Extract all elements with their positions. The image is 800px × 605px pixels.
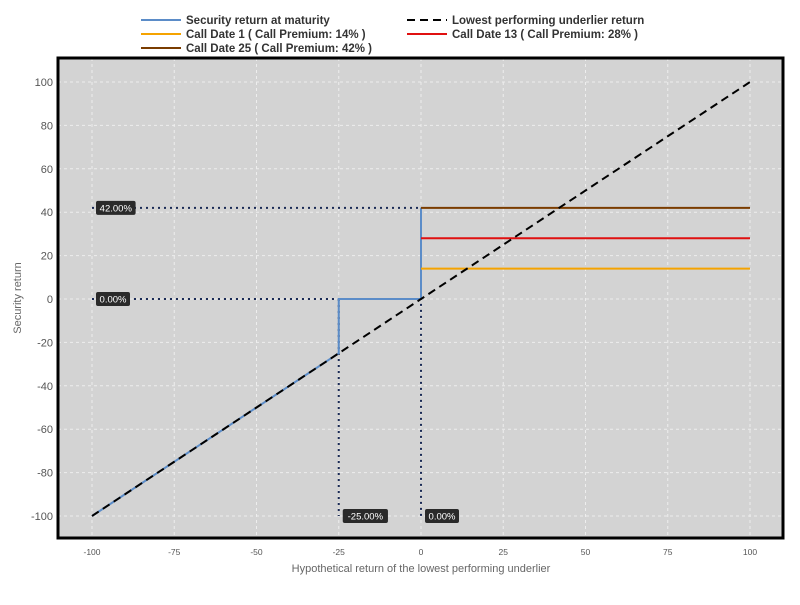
- annotation-bg: [425, 509, 459, 523]
- y-tick-label: 20: [41, 251, 53, 263]
- legend: Security return at maturity Lowest perfor…: [141, 15, 644, 55]
- legend-item: Call Date 13 ( Call Premium: 28% ): [407, 29, 638, 41]
- y-tick-label: -20: [37, 337, 53, 349]
- legend-item: Call Date 25 ( Call Premium: 42% ): [141, 43, 372, 55]
- x-tick-label: 50: [581, 547, 591, 557]
- x-tick-label: 25: [499, 547, 509, 557]
- legend-label: Lowest performing underlier return: [452, 15, 644, 27]
- y-tick-label: 60: [41, 164, 53, 176]
- x-axis-title: Hypothetical return of the lowest perfor…: [292, 563, 551, 575]
- annotation-text: 0.00%: [100, 295, 127, 306]
- x-tick-label: -25: [333, 547, 346, 557]
- legend-label: Call Date 25 ( Call Premium: 42% ): [186, 43, 372, 55]
- y-tick-label: -80: [37, 468, 53, 480]
- y-tick-label: 100: [35, 77, 53, 89]
- annotation-label: 0.00%: [96, 292, 130, 306]
- x-tick-label: -100: [83, 547, 100, 557]
- annotation-text: 0.00%: [429, 512, 456, 523]
- y-tick-label: 40: [41, 207, 53, 219]
- annotation-text: -25.00%: [348, 512, 384, 523]
- y-tick-label: 80: [41, 120, 53, 132]
- x-tick-label: -50: [250, 547, 263, 557]
- y-tick-label: -60: [37, 424, 53, 436]
- x-tick-label: 100: [743, 547, 757, 557]
- annotation-label: 42.00%: [96, 200, 136, 215]
- y-tick-label: -40: [37, 381, 53, 393]
- x-tick-labels: -100 -75 -50 -25 0 25 50 75 100: [83, 547, 757, 557]
- legend-label: Call Date 13 ( Call Premium: 28% ): [452, 29, 638, 41]
- y-tick-label: -100: [31, 511, 53, 523]
- x-tick-label: 0: [419, 547, 424, 557]
- annotation-bg: [96, 292, 130, 306]
- annotation-bg: [342, 509, 388, 523]
- x-tick-label: 75: [663, 547, 673, 557]
- y-tick-label: 0: [47, 294, 53, 306]
- series-lines: [91, 81, 751, 517]
- annotation-label: -25.00%: [342, 509, 388, 523]
- annotation-text: 42.00%: [100, 203, 133, 214]
- y-tick-labels: -100 -80 -60 -40 -20 0 20 40 60 80 100: [31, 77, 53, 523]
- plot-frame: [56, 56, 785, 540]
- legend-item: Security return at maturity: [141, 15, 330, 27]
- legend-item: Call Date 1 ( Call Premium: 14% ): [141, 29, 366, 41]
- x-tick-label: -75: [168, 547, 181, 557]
- series-line-1: [91, 81, 751, 517]
- legend-item: Lowest performing underlier return: [407, 15, 644, 27]
- annotations: 42.00% 0.00% -25.00% 0.00%: [96, 200, 459, 523]
- y-axis-title: Security return: [12, 262, 24, 334]
- annotation-bg: [96, 200, 136, 215]
- legend-label: Security return at maturity: [186, 15, 330, 27]
- annotation-label: 0.00%: [425, 509, 459, 523]
- legend-label: Call Date 1 ( Call Premium: 14% ): [186, 29, 366, 41]
